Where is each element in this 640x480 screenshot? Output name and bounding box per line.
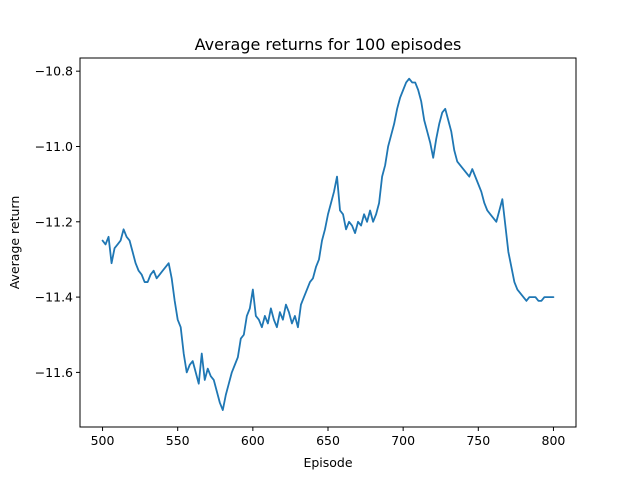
- y-tick-label: −11.0: [35, 139, 73, 154]
- y-tick-label: −11.6: [35, 365, 73, 380]
- y-axis: −11.6 −11.4 −11.2 −11.0 −10.8: [35, 64, 80, 380]
- x-tick-label: 700: [391, 433, 415, 448]
- x-axis-label: Episode: [303, 455, 352, 470]
- x-axis: 500 550 600 650 700 750 800: [91, 427, 566, 448]
- y-tick-label: −11.2: [35, 214, 73, 229]
- y-axis-label: Average return: [7, 196, 22, 290]
- x-tick-label: 500: [91, 433, 115, 448]
- chart-title: Average returns for 100 episodes: [195, 35, 462, 54]
- x-tick-label: 600: [241, 433, 265, 448]
- x-tick-label: 650: [316, 433, 340, 448]
- y-tick-label: −11.4: [35, 290, 73, 305]
- x-tick-label: 550: [166, 433, 190, 448]
- x-tick-label: 800: [542, 433, 566, 448]
- x-tick-label: 750: [466, 433, 490, 448]
- plot-area: [80, 58, 576, 427]
- y-tick-label: −10.8: [35, 64, 73, 79]
- series-line: [101, 77, 555, 411]
